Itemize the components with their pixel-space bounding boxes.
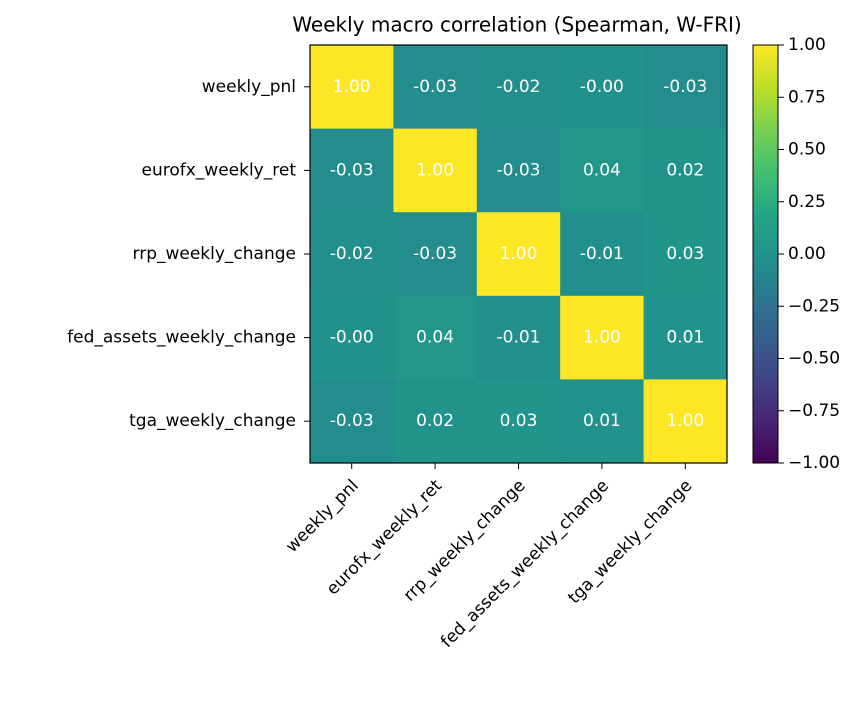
heatmap-cell: [393, 295, 478, 380]
heatmap-cell: [310, 212, 394, 297]
heatmap-cell: [643, 212, 728, 297]
heatmap-cell: [476, 128, 561, 213]
heatmap-cell: [393, 45, 478, 130]
cell-label: 0.03: [666, 244, 704, 264]
heatmap-cell: [560, 212, 645, 297]
cell-label: -0.01: [497, 328, 541, 348]
colorbar-tick-label: −0.75: [788, 401, 840, 421]
cell-label: -0.03: [413, 244, 457, 264]
cell-label: -0.03: [663, 77, 707, 97]
cell-label: -0.02: [330, 244, 374, 264]
cell-label: -0.01: [580, 244, 624, 264]
y-tick-label: fed_assets_weekly_change: [67, 328, 296, 348]
y-tick-label: weekly_pnl: [202, 77, 296, 97]
cell-label: 0.01: [666, 328, 704, 348]
heatmap-cell: [476, 379, 561, 464]
cell-label: 0.01: [583, 411, 621, 431]
cell-label: 1.00: [666, 411, 704, 431]
cell-label: 0.03: [500, 411, 538, 431]
y-tick-label: rrp_weekly_change: [133, 244, 296, 264]
colorbar-tick-label: −1.00: [788, 453, 840, 473]
cell-label: 0.02: [666, 160, 704, 180]
heatmap-cell: [560, 45, 645, 130]
heatmap-cell: [560, 379, 645, 464]
heatmap-cell: [476, 295, 561, 380]
heatmap-cell: [643, 45, 728, 130]
cell-label: 0.02: [416, 411, 454, 431]
colorbar-tick-label: 0.25: [788, 192, 826, 212]
cell-label: 1.00: [500, 244, 538, 264]
cell-label: 0.04: [416, 328, 454, 348]
heatmap-cell: [560, 295, 645, 380]
heatmap-cell: [476, 45, 561, 130]
heatmap-cell: [643, 295, 728, 380]
heatmap-cell: [476, 212, 561, 297]
x-tick-label: fed_assets_weekly_change: [437, 476, 613, 652]
cell-label: -0.03: [413, 77, 457, 97]
heatmap-cell: [643, 379, 728, 464]
cell-label: -0.03: [330, 160, 374, 180]
heatmap-cell: [310, 295, 394, 380]
cell-label: -0.03: [497, 160, 541, 180]
heatmap-cell: [393, 128, 478, 213]
heatmap-cell: [310, 128, 394, 213]
colorbar-tick-label: 0.50: [788, 140, 826, 160]
colorbar-tick-label: 1.00: [788, 35, 826, 55]
heatmap-cell: [643, 128, 728, 213]
cell-label: -0.02: [497, 77, 541, 97]
y-tick-label: eurofx_weekly_ret: [142, 160, 297, 180]
colorbar-tick-label: 0.75: [788, 87, 826, 107]
colorbar-tick-label: 0.00: [788, 244, 826, 264]
chart-title: Weekly macro correlation (Spearman, W-FR…: [292, 13, 741, 37]
cell-label: -0.00: [580, 77, 624, 97]
colorbar-tick-label: −0.50: [788, 349, 840, 369]
cell-label: 1.00: [416, 160, 454, 180]
heatmap-cell: [393, 212, 478, 297]
y-tick-label: tga_weekly_change: [129, 411, 296, 431]
x-tick-label: weekly_pnl: [282, 476, 363, 557]
heatmap-cell: [560, 128, 645, 213]
colorbar-tick-label: −0.25: [788, 296, 840, 316]
cell-label: 0.04: [583, 160, 621, 180]
heatmap-cell: [393, 379, 478, 464]
cell-label: 1.00: [333, 77, 371, 97]
cell-label: -0.03: [330, 411, 374, 431]
colorbar: [752, 44, 779, 464]
heatmap-cell: [310, 379, 394, 464]
cell-label: 1.00: [583, 328, 621, 348]
heatmap-cell: [310, 45, 394, 130]
cell-label: -0.00: [330, 328, 374, 348]
